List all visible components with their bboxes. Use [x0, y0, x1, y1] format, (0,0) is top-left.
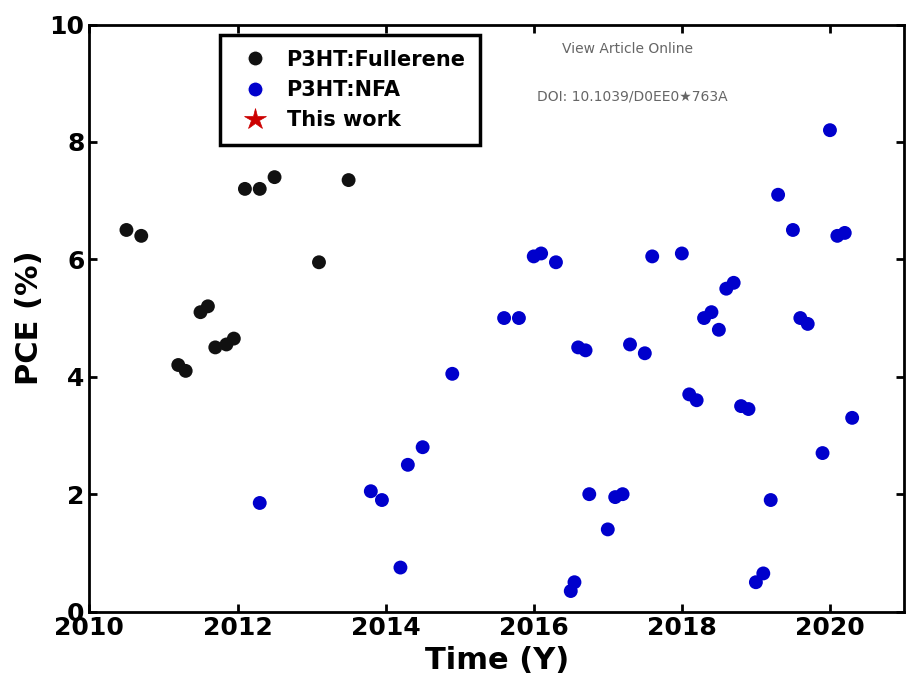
Point	[238, 184, 253, 195]
Text: DOI: 10.1039/D0EE0★763A: DOI: 10.1039/D0EE0★763A	[538, 89, 728, 103]
Text: View Article Online: View Article Online	[562, 42, 693, 56]
Point	[549, 257, 563, 268]
Point	[600, 524, 615, 535]
Point	[534, 248, 549, 259]
Point	[415, 442, 430, 453]
Point	[512, 313, 527, 324]
Point	[312, 257, 326, 268]
Point	[733, 401, 748, 412]
Point	[341, 175, 356, 186]
Point	[741, 404, 755, 415]
Point	[711, 324, 726, 335]
Point	[364, 486, 379, 497]
Point	[567, 577, 582, 588]
Point	[771, 189, 786, 200]
Point	[645, 251, 660, 262]
Point	[682, 389, 697, 400]
Point	[401, 460, 415, 471]
Point	[638, 348, 652, 359]
Point	[193, 306, 208, 317]
Point	[253, 184, 267, 195]
Point	[719, 283, 733, 294]
Point	[764, 495, 778, 506]
Point	[445, 368, 460, 380]
Point	[219, 339, 233, 350]
Point	[375, 495, 390, 506]
Point	[615, 489, 630, 500]
Point	[800, 318, 815, 329]
Point	[267, 172, 282, 183]
Point	[704, 306, 719, 317]
Point	[134, 230, 149, 241]
Point	[607, 491, 622, 502]
Point	[563, 586, 578, 597]
Point	[756, 568, 771, 579]
Point	[749, 577, 764, 588]
Point	[208, 342, 222, 353]
Point	[178, 366, 193, 377]
Point	[675, 248, 689, 259]
Point	[815, 448, 830, 459]
Point	[623, 339, 638, 350]
Point	[582, 489, 596, 500]
Point	[200, 301, 215, 312]
Point	[527, 251, 541, 262]
Y-axis label: PCE (%): PCE (%)	[15, 250, 44, 385]
Point	[171, 359, 186, 371]
Point	[393, 562, 408, 573]
Point	[253, 497, 267, 509]
Point	[786, 224, 800, 235]
Point	[119, 224, 134, 235]
Point	[226, 333, 241, 344]
Point	[793, 313, 808, 324]
Point	[726, 277, 741, 288]
Point	[578, 345, 593, 356]
Legend: P3HT:Fullerene, P3HT:NFA, This work: P3HT:Fullerene, P3HT:NFA, This work	[220, 35, 481, 145]
Point	[845, 413, 859, 424]
Point	[837, 228, 852, 239]
Point	[830, 230, 845, 241]
Point	[689, 395, 704, 406]
Point	[697, 313, 711, 324]
Point	[497, 313, 512, 324]
Point	[823, 125, 837, 136]
X-axis label: Time (Y): Time (Y)	[425, 646, 569, 675]
Point	[571, 342, 585, 353]
